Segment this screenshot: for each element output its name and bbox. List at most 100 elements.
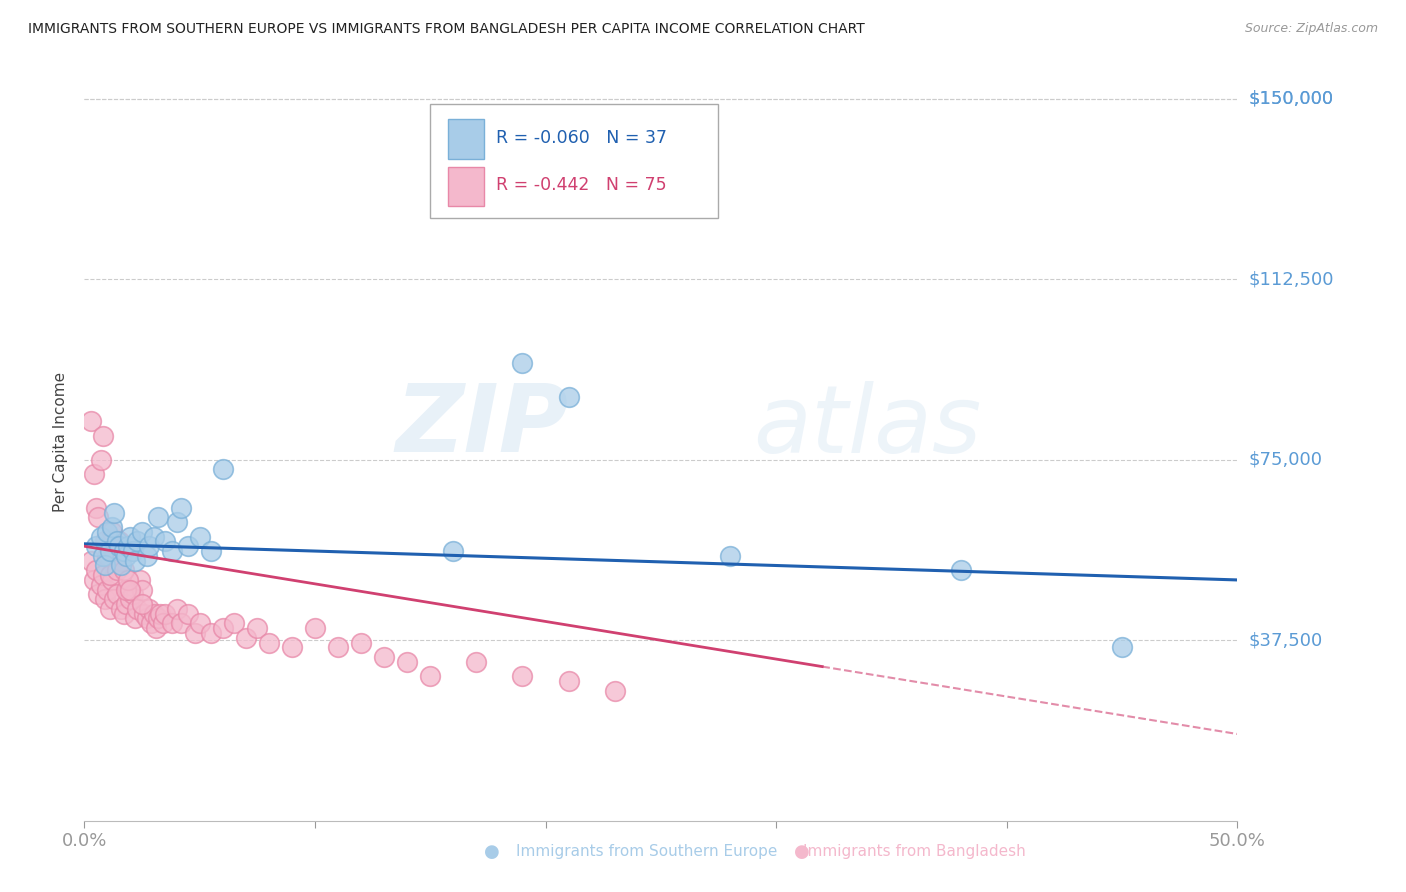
Point <box>115 582 138 597</box>
Point <box>121 544 143 558</box>
Point <box>91 549 114 563</box>
Point <box>142 607 165 621</box>
Point <box>94 558 117 573</box>
Text: $37,500: $37,500 <box>1249 632 1323 649</box>
Point <box>134 607 156 621</box>
Point <box>105 534 128 549</box>
Point <box>94 592 117 607</box>
Point <box>304 621 326 635</box>
Point <box>80 414 103 428</box>
Point <box>120 530 142 544</box>
Point <box>396 655 419 669</box>
Point <box>101 573 124 587</box>
Point <box>557 673 579 688</box>
Point <box>603 683 626 698</box>
Point <box>124 611 146 625</box>
Text: R = -0.442   N = 75: R = -0.442 N = 75 <box>496 177 666 194</box>
Point <box>224 616 246 631</box>
Point <box>160 616 183 631</box>
Point <box>170 616 193 631</box>
Point <box>200 626 222 640</box>
Point <box>211 462 233 476</box>
Point <box>512 356 534 370</box>
Point <box>557 390 579 404</box>
Point <box>96 549 118 563</box>
Point <box>83 467 105 481</box>
Point <box>103 592 125 607</box>
Point <box>103 544 125 558</box>
Text: Source: ZipAtlas.com: Source: ZipAtlas.com <box>1244 22 1378 36</box>
Text: ●: ● <box>484 843 501 861</box>
Point <box>101 524 124 539</box>
Point <box>350 635 373 649</box>
Point <box>131 597 153 611</box>
Point <box>166 602 188 616</box>
Point <box>373 650 395 665</box>
Point <box>211 621 233 635</box>
Point <box>138 539 160 553</box>
Text: $112,500: $112,500 <box>1249 270 1334 288</box>
Text: $150,000: $150,000 <box>1249 89 1333 108</box>
Point <box>135 549 157 563</box>
Point <box>131 582 153 597</box>
Point <box>465 655 488 669</box>
Point <box>718 549 741 563</box>
Point <box>153 607 176 621</box>
Point <box>110 602 132 616</box>
Point <box>89 578 111 592</box>
Point <box>127 534 149 549</box>
Text: $75,000: $75,000 <box>1249 450 1323 468</box>
Point <box>84 563 107 577</box>
Point <box>188 616 211 631</box>
Point <box>135 611 157 625</box>
Point <box>117 582 139 597</box>
Point <box>120 582 142 597</box>
Point <box>419 669 441 683</box>
Point <box>177 539 200 553</box>
Point <box>326 640 349 655</box>
Point <box>115 597 138 611</box>
Point <box>87 587 110 601</box>
Point <box>83 573 105 587</box>
Point <box>80 554 103 568</box>
Point <box>166 515 188 529</box>
Point <box>108 549 131 563</box>
Point <box>105 563 128 577</box>
Text: R = -0.060   N = 37: R = -0.060 N = 37 <box>496 129 666 147</box>
Text: $150,000: $150,000 <box>1249 89 1333 108</box>
Point <box>145 621 167 635</box>
Point <box>235 631 257 645</box>
Text: IMMIGRANTS FROM SOUTHERN EUROPE VS IMMIGRANTS FROM BANGLADESH PER CAPITA INCOME : IMMIGRANTS FROM SOUTHERN EUROPE VS IMMIG… <box>28 22 865 37</box>
Point <box>101 520 124 534</box>
Text: ●: ● <box>793 843 810 861</box>
FancyBboxPatch shape <box>447 120 485 159</box>
Point <box>108 534 131 549</box>
Point <box>91 428 114 442</box>
Point <box>1111 640 1133 655</box>
Point <box>146 611 169 625</box>
Text: ZIP: ZIP <box>395 380 568 473</box>
Point <box>89 530 111 544</box>
Point <box>121 587 143 601</box>
Point <box>246 621 269 635</box>
Point <box>188 530 211 544</box>
Point <box>281 640 304 655</box>
Point <box>103 506 125 520</box>
Point <box>128 573 150 587</box>
Point <box>91 568 114 582</box>
Point <box>200 544 222 558</box>
Point <box>94 534 117 549</box>
Point <box>96 582 118 597</box>
Point <box>89 452 111 467</box>
Text: atlas: atlas <box>754 381 981 472</box>
Point <box>141 616 163 631</box>
Point <box>110 558 132 573</box>
Point <box>84 500 107 515</box>
Point <box>98 544 121 558</box>
Point <box>112 607 135 621</box>
Point <box>142 530 165 544</box>
Point <box>87 510 110 524</box>
Point <box>177 607 200 621</box>
Point <box>110 554 132 568</box>
Point <box>949 563 972 577</box>
